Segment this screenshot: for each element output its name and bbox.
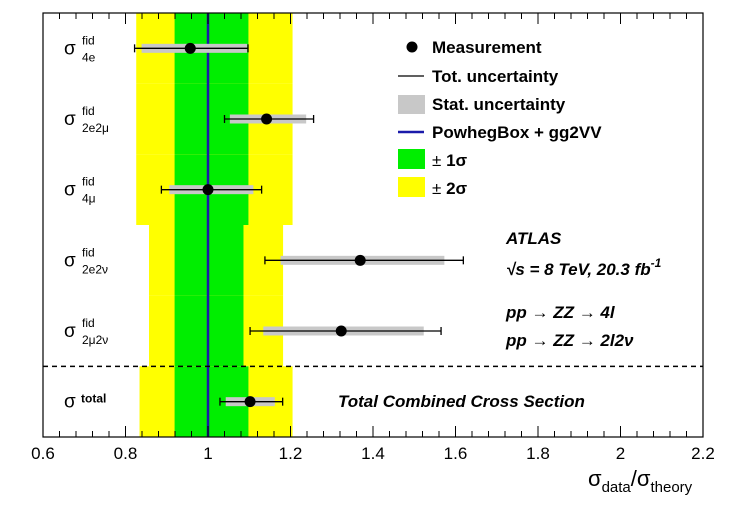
x-tick-label: 1.4: [361, 444, 385, 463]
row-label-0: σ: [64, 38, 76, 59]
x-tick-label: 1.8: [526, 444, 550, 463]
x-axis: 0.6 0.8 1 1.2 1.4 1.6 1.8 2 2.2: [31, 13, 715, 463]
row-label-1: σ: [64, 109, 76, 130]
x-tick-label: 2: [616, 444, 625, 463]
x-tick-label: 0.6: [31, 444, 55, 463]
energy-luminosity-label: √s = 8 TeV, 20.3 fb-1: [506, 256, 662, 279]
measurement-point-row-3: [354, 254, 366, 266]
row-label-sup-3: fid: [82, 245, 95, 259]
x-tick-label: 0.8: [114, 444, 138, 463]
row-label-4: σ: [64, 321, 76, 342]
legend-theory-label: PowhegBox + gg2VV: [432, 123, 602, 142]
legend-two-sigma-symbol: [398, 177, 425, 197]
legend-one-sigma-label: ± 1σ: [432, 151, 468, 170]
row-label-sup-5: total: [81, 392, 106, 406]
uncertainty-bands: [136, 13, 293, 437]
measurement-point-row-2: [202, 184, 214, 196]
x-tick-label: 2.2: [691, 444, 715, 463]
legend-total-uncertainty-label: Tot. uncertainty: [432, 67, 559, 86]
row-label-5: σ: [64, 392, 76, 413]
annotations: ATLAS √s = 8 TeV, 20.3 fb-1 pp → ZZ → 4l…: [338, 229, 662, 411]
legend-stat-uncertainty-label: Stat. uncertainty: [432, 95, 566, 114]
legend-measurement-label: Measurement: [432, 38, 542, 57]
legend-two-sigma-label: ± 2σ: [432, 179, 468, 198]
measurement-points: [133, 42, 464, 408]
x-tick-label: 1: [203, 444, 212, 463]
row-label-sub-3: 2e2ν: [82, 262, 108, 276]
x-tick-label: 1.6: [444, 444, 468, 463]
measurement-point-row-4: [335, 325, 347, 337]
process-4l-label: pp → ZZ → 4l: [505, 303, 616, 322]
legend-stat-uncertainty-symbol: [398, 95, 425, 114]
row-label-sup-0: fid: [82, 33, 95, 47]
row-label-sub-4: 2μ2ν: [82, 333, 108, 347]
legend-marker-symbol: [406, 41, 418, 53]
row-label-sub-0: 4e: [82, 50, 96, 64]
measurement-point-row-1: [261, 113, 273, 125]
measurement-point-row-0: [184, 42, 196, 54]
row-label-sub-1: 2e2μ: [82, 121, 109, 135]
combined-cross-section-label: Total Combined Cross Section: [338, 392, 585, 411]
process-2l2nu-label: pp → ZZ → 2l2ν: [505, 331, 634, 350]
x-axis-title: σdata/σtheory: [588, 466, 693, 496]
row-label-sup-2: fid: [82, 175, 95, 189]
legend-one-sigma-symbol: [398, 149, 425, 169]
experiment-label: ATLAS: [505, 229, 562, 248]
row-label-sub-2: 4μ: [82, 192, 96, 206]
legend: Measurement Tot. uncertainty Stat. uncer…: [398, 38, 602, 198]
x-tick-label: 1.2: [279, 444, 303, 463]
row-label-3: σ: [64, 250, 76, 271]
row-label-sup-1: fid: [82, 104, 95, 118]
measurement-point-row-5: [244, 396, 256, 408]
row-label-sup-4: fid: [82, 316, 95, 330]
row-label-2: σ: [64, 180, 76, 201]
